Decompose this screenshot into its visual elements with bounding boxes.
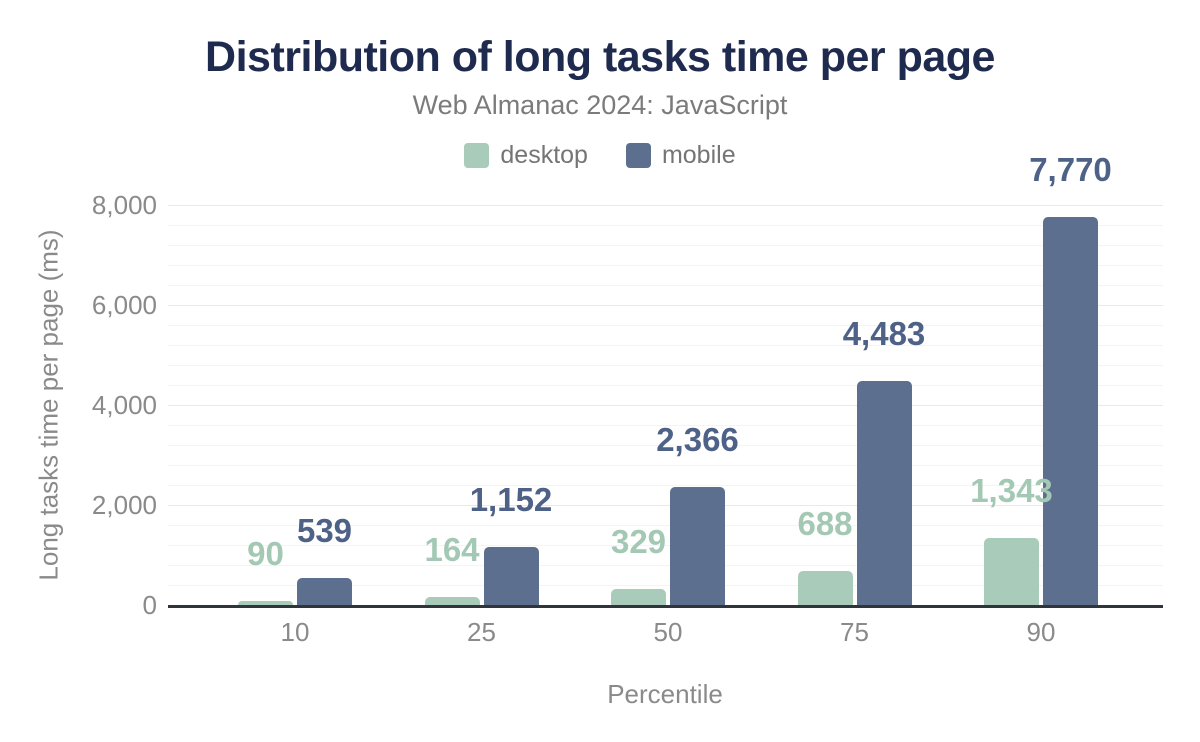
value-label-mobile: 2,366 [656, 420, 739, 458]
gridline-major [168, 505, 1163, 506]
bar-desktop [797, 570, 853, 605]
x-tick-label: 90 [1026, 617, 1056, 647]
gridline-minor [168, 325, 1163, 326]
value-label-desktop: 1,343 [970, 471, 1053, 509]
bar-desktop [238, 600, 293, 605]
gridline-minor [168, 545, 1163, 546]
x-tick-label: 10 [280, 617, 310, 647]
chart-subtitle: Web Almanac 2024: JavaScript [412, 90, 788, 120]
gridline-minor [168, 265, 1163, 266]
legend-swatch-desktop [464, 142, 490, 168]
y-tick-label: 2,000 [91, 490, 157, 520]
legend-swatch-mobile [625, 142, 651, 168]
gridline-minor [168, 525, 1163, 526]
gridline-minor [168, 585, 1163, 586]
legend-label-mobile: mobile [661, 140, 736, 169]
gridline-minor [168, 345, 1163, 346]
y-tick-label: 8,000 [91, 190, 157, 220]
bar-desktop [611, 588, 666, 605]
chart-title: Distribution of long tasks time per page [205, 33, 995, 81]
gridline-minor [168, 365, 1163, 366]
gridline-minor [168, 245, 1163, 246]
legend-item-mobile: mobile [625, 140, 736, 170]
bar-mobile [670, 486, 725, 605]
x-axis-title: Percentile [607, 679, 723, 709]
y-tick-label: 6,000 [91, 290, 157, 320]
value-label-mobile: 4,483 [842, 314, 926, 352]
gridline-minor [168, 565, 1163, 566]
gridline-minor [168, 485, 1163, 486]
gridline-minor [168, 465, 1163, 466]
bar-mobile [856, 380, 912, 605]
x-tick-label: 25 [467, 617, 496, 647]
value-label-mobile: 539 [296, 512, 353, 550]
value-label-mobile: 1,152 [469, 481, 553, 519]
value-label-mobile: 7,770 [1029, 150, 1112, 188]
gridline-major [168, 305, 1163, 306]
bar-mobile [483, 547, 539, 605]
value-label-desktop: 329 [610, 522, 667, 560]
bar-mobile [297, 578, 352, 605]
bar-mobile [1043, 216, 1098, 605]
legend: desktop mobile [0, 140, 1200, 170]
x-tick-label: 50 [653, 617, 683, 647]
gridline-minor [168, 225, 1163, 226]
y-tick-label: 0 [142, 590, 157, 620]
value-label-desktop: 90 [247, 534, 284, 572]
x-axis-line [168, 605, 1163, 608]
y-tick-label: 4,000 [91, 390, 157, 420]
gridline-minor [168, 385, 1163, 386]
legend-label-desktop: desktop [500, 140, 588, 169]
gridline-minor [168, 445, 1163, 446]
gridline-major [168, 405, 1163, 406]
x-tick-label: 75 [840, 617, 869, 647]
gridline-minor [168, 425, 1163, 426]
value-label-desktop: 164 [424, 530, 480, 568]
gridline-major [168, 205, 1163, 206]
bar-desktop [424, 596, 480, 605]
value-label-desktop: 688 [797, 504, 853, 542]
bar-desktop [984, 537, 1039, 605]
legend-item-desktop: desktop [464, 141, 588, 170]
gridline-minor [168, 285, 1163, 286]
